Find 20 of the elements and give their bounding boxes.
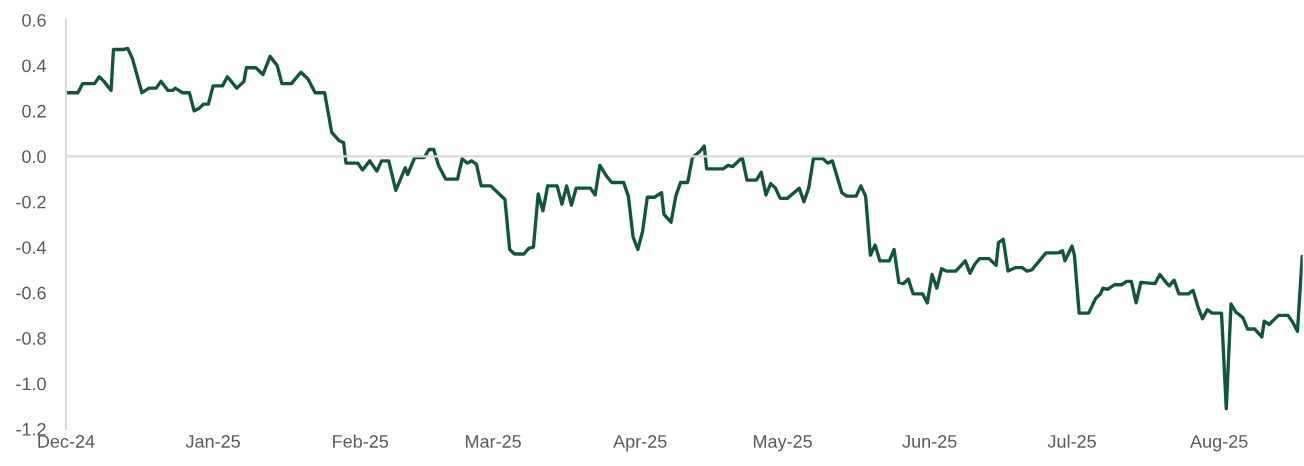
- y-tick-label: -0.4: [16, 241, 47, 254]
- y-tick-label: -1.2: [16, 422, 46, 436]
- x-tick-label: Jun-25: [902, 435, 957, 448]
- y-tick-label: 0.2: [22, 104, 46, 118]
- x-tick-label: May-25: [753, 435, 812, 452]
- x-tick-label: Apr-25: [613, 435, 667, 452]
- x-tick-label: Jul-25: [1047, 434, 1096, 448]
- y-tick-label: -1.0: [16, 377, 46, 391]
- y-tick-label: 0.6: [22, 13, 46, 27]
- x-tick-label: Feb-25: [333, 434, 389, 448]
- x-tick-label: Mar-25: [465, 435, 521, 448]
- y-tick-label: 0.0: [22, 150, 46, 164]
- x-tick-label: Aug-25: [1190, 435, 1248, 452]
- y-tick-label: -0.8: [16, 332, 46, 345]
- line-series: [66, 46, 1303, 411]
- y-tick-label: -0.2: [16, 195, 46, 209]
- y-tick-label: -0.6: [16, 286, 46, 300]
- y-tick-label: 0.4: [22, 59, 47, 73]
- x-tick-label: Dec-24: [38, 435, 95, 448]
- x-tick-label: Jan-25: [185, 435, 240, 448]
